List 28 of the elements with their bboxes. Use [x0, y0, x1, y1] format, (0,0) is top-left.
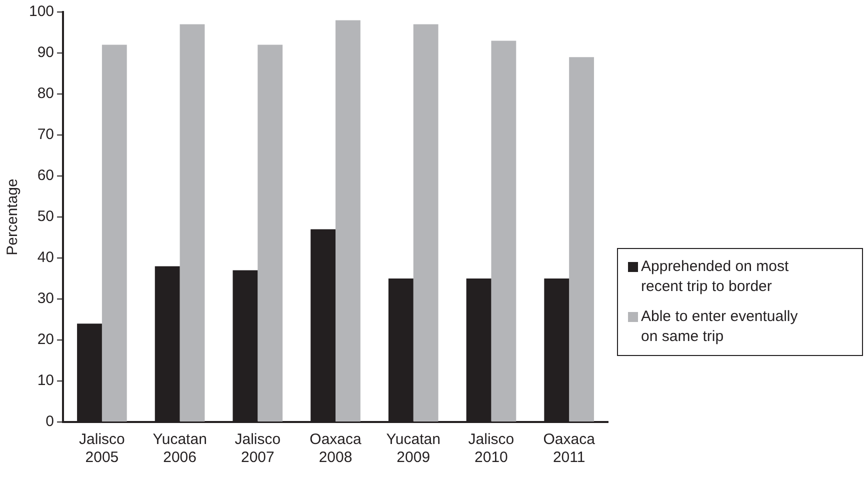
y-tick-label: 50 [37, 208, 54, 226]
bar [180, 24, 205, 422]
y-tick-label: 60 [37, 167, 54, 184]
y-tick-label: 100 [28, 3, 54, 20]
bar [336, 20, 360, 422]
x-tick-label: Jalisco 2007 [234, 431, 281, 466]
x-tick-label: Jalisco 2005 [79, 431, 125, 466]
y-tick-label: 90 [37, 44, 54, 62]
x-tick-label: Oaxaca 2008 [310, 431, 362, 466]
y-tick-label: 30 [37, 290, 54, 308]
legend-label: Apprehended on most recent trip to border [641, 257, 790, 297]
y-tick-label: 20 [37, 331, 54, 348]
y-tick-label: 40 [37, 249, 54, 266]
y-tick-label: 70 [37, 126, 54, 144]
bar [102, 44, 127, 422]
bar [413, 24, 438, 422]
x-tick-label: Jalisco 2010 [468, 431, 514, 466]
bar [258, 44, 283, 422]
legend-label: Able to enter eventually on same trip [641, 307, 799, 347]
x-tick-label: Yucatan 2009 [386, 431, 440, 466]
bar [569, 57, 594, 422]
y-tick-label: 0 [46, 413, 54, 430]
bar [491, 40, 516, 422]
x-tick-label: Oaxaca 2011 [543, 431, 596, 466]
y-tick-label: 80 [37, 85, 54, 102]
y-tick-label: 10 [37, 372, 54, 390]
y-axis-title: Percentage [4, 178, 22, 256]
x-tick-label: Yucatan 2006 [152, 431, 207, 466]
